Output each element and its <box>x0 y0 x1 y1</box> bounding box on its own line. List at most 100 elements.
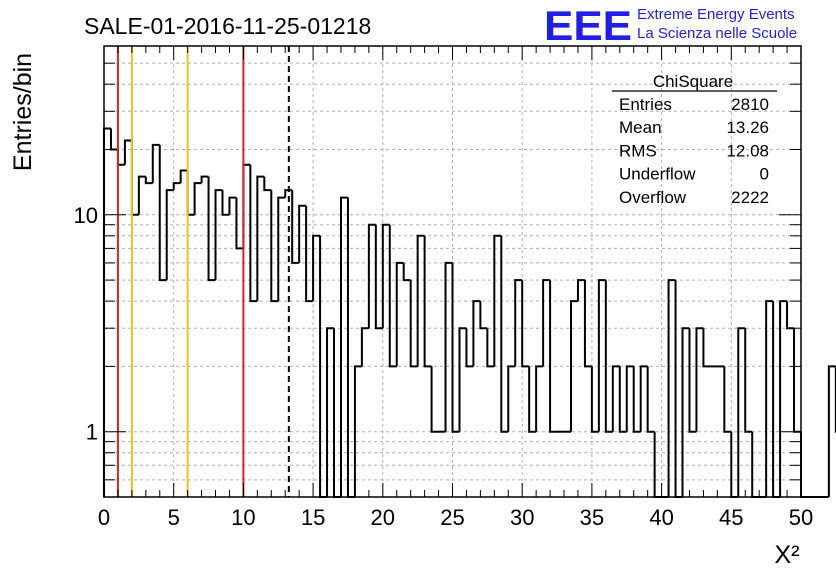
x-tick-label: 45 <box>719 505 743 530</box>
histogram-bin <box>501 236 508 432</box>
stats-row-label: Underflow <box>619 165 696 184</box>
histogram-bin <box>508 366 515 431</box>
stats-row-value: 2222 <box>731 188 769 207</box>
histogram-bin <box>118 149 125 164</box>
histogram-bin <box>773 301 780 497</box>
histogram-bin <box>167 190 174 280</box>
histogram-bin <box>376 225 383 328</box>
histogram-bin <box>278 198 285 301</box>
histogram-bin <box>536 366 543 431</box>
histogram-bin <box>292 190 299 263</box>
histogram-bin <box>174 183 181 190</box>
eee-logo-text: EEE <box>544 2 632 49</box>
histogram-bin <box>459 328 466 431</box>
x-tick-label: 5 <box>168 505 180 530</box>
histogram-bin <box>236 198 243 249</box>
x-tick-label: 15 <box>301 505 325 530</box>
histogram-bin <box>327 328 334 497</box>
vertical-lines-layer <box>118 46 289 497</box>
histogram-bin <box>627 366 634 431</box>
histogram-bin <box>780 301 787 497</box>
histogram-bin <box>139 177 146 215</box>
histogram-bin <box>257 177 264 302</box>
stats-row-value: 12.08 <box>726 141 769 160</box>
histogram-bin <box>397 263 404 366</box>
stats-box: ChiSquare Entries 2810 Mean 13.26 RMS 12.08 Un… <box>612 72 777 207</box>
histogram-bin <box>153 145 160 183</box>
histogram-bin <box>550 280 557 432</box>
histogram-bin <box>641 366 648 431</box>
stats-row-label: RMS <box>619 141 657 160</box>
histogram-bin <box>125 141 132 165</box>
eee-logo: EEE Extreme Energy Events La Scienza nel… <box>544 2 797 49</box>
x-tick-label: 35 <box>580 505 604 530</box>
histogram-bin <box>794 328 801 431</box>
chart-title: SALE-01-2016-11-25-01218 <box>84 13 371 39</box>
histogram-bin <box>411 280 418 366</box>
histogram-bin <box>766 301 773 497</box>
histogram-bin <box>250 165 257 301</box>
x-tick-label: 25 <box>440 505 464 530</box>
histogram-bin <box>160 145 167 280</box>
histogram-bin <box>473 301 480 366</box>
histogram-bin <box>369 225 376 328</box>
histogram-bin <box>787 301 794 328</box>
x-axis-label: X² <box>775 541 800 569</box>
x-tick-label: 10 <box>231 505 255 530</box>
histogram-bin <box>829 366 836 497</box>
stats-row-value: 2810 <box>731 95 769 114</box>
histogram-bin <box>181 171 188 184</box>
stats-row-value: 13.26 <box>726 118 769 137</box>
histogram-bin <box>696 328 703 431</box>
histogram-bin <box>578 280 585 301</box>
histogram-bin <box>669 280 676 497</box>
histogram-bin <box>487 328 494 366</box>
histogram-bin <box>195 183 202 215</box>
histogram-bin <box>313 236 320 301</box>
histogram-bin <box>466 328 473 366</box>
histogram-bin <box>222 190 229 215</box>
histogram-bin <box>634 366 641 431</box>
histogram-bin <box>446 263 453 432</box>
histogram-bin <box>592 366 599 431</box>
stats-row-label: Entries <box>619 95 672 114</box>
histogram-bin <box>383 225 390 328</box>
histogram-bin <box>432 366 439 431</box>
y-tick-label: 10 <box>74 203 98 228</box>
histogram-bin <box>648 366 655 431</box>
histogram-bin <box>390 225 397 367</box>
histogram-bin <box>334 328 341 497</box>
eee-logo-line1: Extreme Energy Events <box>637 6 795 23</box>
histogram-bin <box>613 366 620 431</box>
histogram-bin <box>480 301 487 328</box>
histogram-bin <box>745 328 752 431</box>
histogram-bin <box>515 280 522 366</box>
x-tick-label: 0 <box>98 505 110 530</box>
histogram-bin <box>606 280 613 432</box>
histogram-bin <box>132 141 139 215</box>
histogram-bin <box>271 190 278 301</box>
stats-row-label: Overflow <box>619 188 687 207</box>
eee-logo-line2: La Scienza nelle Scuole <box>637 25 797 42</box>
histogram-bin <box>146 177 153 183</box>
histogram-bin <box>362 328 369 366</box>
stats-row-label: Mean <box>619 118 662 137</box>
stats-title: ChiSquare <box>653 72 733 91</box>
x-tick-label: 20 <box>371 505 395 530</box>
histogram-bin <box>202 177 209 183</box>
histogram-bin <box>264 177 271 190</box>
x-tick-label: 30 <box>510 505 534 530</box>
histogram-bin <box>724 366 731 431</box>
histogram-bin <box>683 328 690 497</box>
histogram-bin <box>738 328 745 497</box>
histogram-bin <box>801 432 808 497</box>
histogram-bin <box>188 171 195 215</box>
histogram-bin <box>676 280 683 497</box>
histogram-bin <box>229 198 236 215</box>
histogram-bin <box>585 280 592 366</box>
histogram-bin <box>529 366 536 431</box>
stats-row-value: 0 <box>760 165 769 184</box>
x-tick-label: 40 <box>649 505 673 530</box>
